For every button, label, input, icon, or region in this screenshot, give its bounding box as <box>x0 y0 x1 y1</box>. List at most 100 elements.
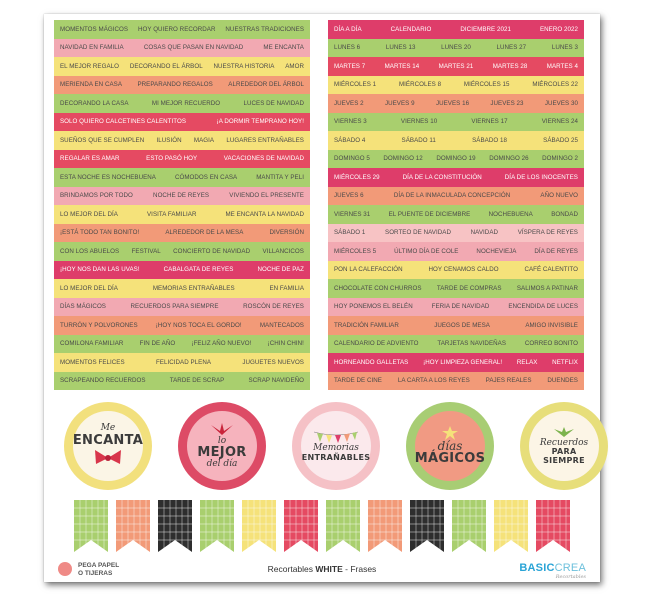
pennant-flag <box>452 500 486 552</box>
phrase-label: MARTES 28 <box>492 62 528 70</box>
phrase-label: REGALAR ES AMAR <box>60 155 120 163</box>
phrase-label: NAVIDAD <box>470 229 499 237</box>
phrase-label: SOLO QUIERO CALCETINES CALENTITOS <box>60 118 187 126</box>
phrase-label: ALREDEDOR DEL ÁRBOL <box>228 81 304 89</box>
phrase-label: DUENDES <box>547 377 578 385</box>
phrase-label: DÍA DE LOS INOCENTES <box>504 173 578 181</box>
phrase-strips-left: MOMENTOS MÁGICOS HOY QUIERO RECORDAR NUEST… <box>54 20 310 390</box>
phrase-label: MANTITA Y PELI <box>256 173 304 181</box>
badge-dias-magicos-script: días <box>437 438 463 453</box>
right-strip: SÁBADO 4 SÁBADO 11 SÁBADO 18 SÁBADO 25 <box>328 131 584 150</box>
right-strip: LUNES 6 LUNES 13 LUNES 20 LUNES 27 LUNES 3 <box>328 38 584 57</box>
bow-icon <box>95 449 121 464</box>
phrase-label: JUEVES 6 <box>334 192 364 200</box>
badge-memorias-script: Memorias <box>313 443 359 454</box>
phrase-label: ME ENCANTA <box>263 44 304 52</box>
left-strip: MOMENTOS FELICES FELICIDAD PLENA JUGUETES … <box>54 353 310 372</box>
left-strip: EL MEJOR REGALO DECORANDO EL ÁRBOL NUESTRA… <box>54 57 310 76</box>
phrase-label: FELICIDAD PLENA <box>155 358 212 366</box>
phrase-label: RELAX <box>516 358 538 366</box>
phrase-label: DOMINGO 26 <box>489 155 529 163</box>
phrase-label: SALIMOS A PATINAR <box>516 284 578 292</box>
phrase-label: HOY PONEMOS EL BELÉN <box>334 303 413 311</box>
phrase-label: SÁBADO 4 <box>334 136 366 144</box>
phrase-label: ME ENCANTA LA NAVIDAD <box>225 210 304 218</box>
phrase-label: MOMENTOS MÁGICOS <box>60 25 129 33</box>
right-strip: HORNEANDO GALLETAS ¡HOY LIMPIEZA GENERAL!… <box>328 353 584 372</box>
phrase-label: LUNES 3 <box>551 44 578 52</box>
phrase-label: COMILONA FAMILIAR <box>60 340 124 348</box>
cut-out-sheet: MOMENTOS MÁGICOS HOY QUIERO RECORDAR NUEST… <box>44 14 608 582</box>
phrase-label: NOCHE DE REYES <box>153 192 210 200</box>
right-strip: MIÉRCOLES 5 ÚLTIMO DÍA DE COLE NOCHEVIEJA D… <box>328 242 584 261</box>
phrase-label: AMOR <box>285 62 304 70</box>
phrase-label: CÓMODOS EN CASA <box>174 173 238 181</box>
left-strip: NAVIDAD EN FAMILIA COSAS QUE PASAN EN NAV… <box>54 38 310 57</box>
phrase-label: PREPARANDO REGALOS <box>137 81 213 89</box>
phrase-label: CON LOS ABUELOS <box>60 247 120 255</box>
phrase-label: NAVIDAD EN FAMILIA <box>60 44 124 52</box>
badge-recuerdos-title2: SIEMPRE <box>543 455 585 465</box>
phrase-label: FESTIVAL <box>131 247 161 255</box>
phrase-label: SÁBADO 11 <box>401 136 436 144</box>
phrase-label: TARJETAS NAVIDEÑAS <box>437 340 507 348</box>
phrase-label: ¡A DORMIR TEMPRANO HOY! <box>216 118 304 126</box>
phrase-label: FIN DE AÑO <box>139 340 176 348</box>
left-strip: CON LOS ABUELOS FESTIVAL CONCIERTO DE NAVI… <box>54 242 310 261</box>
phrase-label: JUGUETES NUEVOS <box>242 358 304 366</box>
right-strip: DÍA A DÍA CALENDARIO DICIEMBRE 2021 ENERO 2… <box>328 20 584 39</box>
poinsettia-icon <box>211 422 233 435</box>
phrase-label: FERIA DE NAVIDAD <box>431 303 490 311</box>
phrase-label: VIERNES 31 <box>334 210 371 218</box>
phrase-label: MI MEJOR RECUERDO <box>151 99 221 107</box>
phrase-label: MIÉRCOLES 29 <box>334 173 380 181</box>
pennant-flag <box>158 500 192 552</box>
phrase-label: ENERO 2022 <box>539 25 578 33</box>
phrase-label: MIÉRCOLES 22 <box>532 81 578 89</box>
phrase-label: MARTES 21 <box>438 62 474 70</box>
phrase-label: VÍSPERA DE REYES <box>517 229 578 237</box>
phrase-label: SCRAP NAVIDEÑO <box>248 377 304 385</box>
phrase-label: JUEGOS DE MESA <box>434 321 490 329</box>
left-strip: LO MEJOR DEL DÍA VISITA FAMILIAR ME ENCANT… <box>54 205 310 224</box>
phrase-label: LUNES 6 <box>334 44 361 52</box>
badge-me-encanta: Me ENCANTA <box>64 402 152 490</box>
phrase-label: CALENDARIO <box>390 25 432 33</box>
phrase-label: MERIENDA EN CASA <box>60 81 123 89</box>
right-strip: VIERNES 3 VIERNES 10 VIERNES 17 VIERNES 24 <box>328 112 584 131</box>
right-strip: TARDE DE CINE LA CARTA A LOS REYES PAJES R… <box>328 371 584 390</box>
right-strip: VIERNES 31 EL PUENTE DE DICIEMBRE NOCHEBUE… <box>328 205 584 224</box>
phrase-label: SORTEO DE NAVIDAD <box>385 229 451 237</box>
phrase-label: ¡HOY LIMPIEZA GENERAL! <box>423 358 503 366</box>
phrase-label: SCRAPEANDO RECUERDOS <box>60 377 146 385</box>
phrase-label: DOMINGO 2 <box>542 155 578 163</box>
right-strip: PON LA CALEFACCIÓN HOY CENAMOS CALDO CAFÉ … <box>328 260 584 279</box>
left-strip: MERIENDA EN CASA PREPARANDO REGALOS ALREDE… <box>54 75 310 94</box>
footer: PEGA PAPEL O TIJERAS Recortables WHITE -… <box>44 562 600 582</box>
phrase-label: ALREDEDOR DE LA MESA <box>165 229 244 237</box>
phrase-label: AMIGO INVISIBLE <box>525 321 578 329</box>
badge-recuerdos-title1: PARA <box>551 447 577 457</box>
pennant-flag <box>200 500 234 552</box>
phrase-label: NUESTRAS TRADICIONES <box>225 25 304 33</box>
phrase-label: DOMINGO 19 <box>436 155 476 163</box>
left-strip: ¡HOY NOS DAN LAS UVAS! CABALGATA DE REYES… <box>54 260 310 279</box>
phrase-label: PON LA CALEFACCIÓN <box>334 266 403 274</box>
right-strip: DOMINGO 5 DOMINGO 12 DOMINGO 19 DOMINGO 26 D… <box>328 149 584 168</box>
pennant-flag <box>368 500 402 552</box>
phrase-label: BRINDAMOS POR TODO <box>60 192 133 200</box>
badge-me-encanta-title: ENCANTA <box>72 432 144 448</box>
phrase-label: CONCIERTO DE NAVIDAD <box>173 247 251 255</box>
phrase-label: NOCHE DE PAZ <box>257 266 304 274</box>
phrase-strips-right: DÍA A DÍA CALENDARIO DICIEMBRE 2021 ENERO 2… <box>328 20 584 390</box>
pennant-flag <box>326 500 360 552</box>
phrase-label: LO MEJOR DEL DÍA <box>60 284 118 292</box>
left-strip: COMILONA FAMILIAR FIN DE AÑO ¡FELIZ AÑO NU… <box>54 334 310 353</box>
phrase-label: DICIEMBRE 2021 <box>460 25 511 33</box>
left-strip: SOLO QUIERO CALCETINES CALENTITOS ¡A DORM… <box>54 112 310 131</box>
phrase-label: DOMINGO 5 <box>334 155 370 163</box>
right-strip: HOY PONEMOS EL BELÉN FERIA DE NAVIDAD ENCE… <box>328 297 584 316</box>
phrase-label: DÍAS MÁGICOS <box>60 303 106 311</box>
phrase-label: ROSCÓN DE REYES <box>243 303 304 311</box>
phrase-label: SUEÑOS QUE SE CUMPLEN <box>60 136 145 144</box>
